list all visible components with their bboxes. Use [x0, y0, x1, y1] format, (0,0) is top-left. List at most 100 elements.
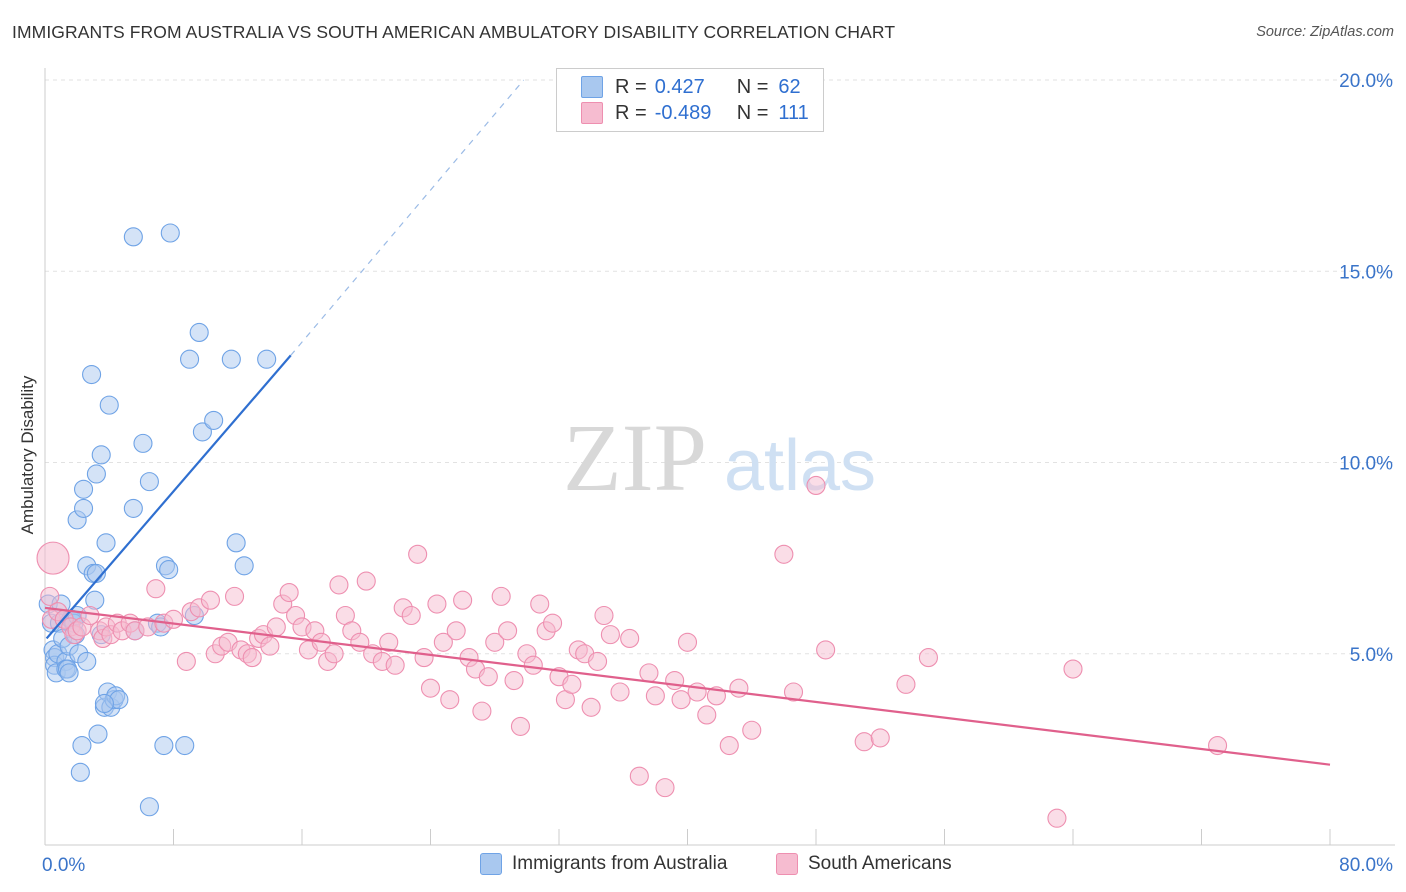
data-point: [774, 544, 794, 564]
data-point: [86, 464, 106, 484]
legend-swatch-australia: [581, 76, 603, 98]
legend-r-value: 0.427: [654, 75, 705, 98]
chart-title: IMMIGRANTS FROM AUSTRALIA VS SOUTH AMERI…: [12, 22, 896, 42]
x-tick-label-min: 0.0%: [42, 855, 85, 876]
data-point: [257, 349, 277, 369]
data-point: [163, 609, 184, 629]
data-point: [160, 223, 180, 243]
data-point: [665, 670, 685, 691]
data-point: [510, 716, 531, 736]
trend-line-australia-extension: [290, 79, 525, 356]
data-point: [408, 544, 428, 564]
trend-lines: [44, 79, 1331, 766]
data-point: [226, 533, 246, 553]
legend-r-label: R =: [615, 75, 647, 98]
data-point: [40, 586, 60, 606]
trend-line-australia: [45, 354, 292, 640]
legend-n-label: N =: [736, 101, 769, 124]
data-point: [133, 433, 153, 453]
data-point: [91, 445, 111, 465]
data-point: [385, 655, 405, 675]
data-point: [401, 605, 421, 626]
data-point: [610, 682, 630, 702]
data-point: [530, 594, 550, 614]
data-point: [523, 655, 543, 675]
data-point: [453, 590, 473, 610]
data-point: [918, 648, 938, 668]
watermark-atlas: atlas: [724, 426, 876, 506]
data-point: [562, 674, 582, 694]
y-tick-label: 15.0%: [1339, 262, 1393, 283]
series-swatch-south-americans: [776, 853, 798, 875]
data-point: [154, 735, 174, 756]
data-point: [72, 735, 92, 756]
y-axis-label: Ambulatory Disability: [18, 375, 37, 535]
data-point: [200, 590, 220, 610]
correlation-legend: R = 0.427 N = 62 R = -0.489 N = 111: [556, 68, 824, 132]
legend-n-value: 62: [778, 75, 801, 98]
data-point: [543, 613, 563, 633]
data-point: [329, 575, 349, 595]
data-point: [77, 651, 97, 671]
data-point: [697, 705, 717, 725]
data-point: [620, 628, 640, 649]
data-point: [192, 422, 212, 442]
y-tick-label: 20.0%: [1339, 71, 1393, 92]
data-point: [671, 690, 691, 710]
data-point: [266, 617, 286, 637]
data-point: [498, 621, 518, 641]
watermark: ZIP atlas: [563, 404, 876, 511]
data-points: [36, 223, 1228, 828]
data-point: [242, 648, 262, 668]
source-label: Source: ZipAtlas.com: [1256, 24, 1394, 40]
data-point: [88, 724, 108, 744]
y-tick-label: 5.0%: [1350, 645, 1393, 666]
data-point: [854, 732, 874, 752]
data-point: [478, 667, 498, 687]
data-point: [1063, 659, 1083, 679]
data-point: [324, 644, 344, 664]
data-point: [600, 625, 620, 645]
data-point: [74, 479, 94, 499]
watermark-zip: ZIP: [563, 404, 707, 511]
data-point: [645, 686, 665, 706]
data-point: [123, 227, 143, 247]
data-point: [99, 395, 119, 415]
data-point: [742, 720, 762, 740]
series-legend-australia: Immigrants from Australia: [480, 851, 727, 877]
data-point: [74, 498, 94, 518]
data-point: [472, 701, 492, 721]
data-point: [629, 766, 649, 786]
data-point: [806, 475, 826, 496]
legend-row-south-americans: R = -0.489 N = 111: [581, 101, 809, 125]
data-point: [94, 693, 114, 714]
data-point: [82, 364, 102, 385]
data-point: [59, 663, 79, 683]
trend-line-south-americans: [44, 606, 1331, 766]
data-point: [896, 674, 916, 694]
legend-n-value: 111: [778, 101, 809, 124]
data-point: [870, 728, 890, 748]
data-point: [783, 682, 804, 702]
data-point: [180, 349, 200, 369]
data-point: [414, 648, 434, 668]
series-legend-south-americans: South Americans: [776, 851, 952, 877]
data-point: [139, 472, 159, 492]
legend-swatch-south-americans: [581, 102, 603, 124]
data-point: [729, 678, 749, 698]
data-point: [581, 697, 601, 717]
series-legend-label: South Americans: [808, 853, 952, 874]
data-point: [189, 322, 209, 343]
data-point: [420, 678, 441, 698]
data-point: [139, 797, 159, 817]
series-legend-label: Immigrants from Australia: [512, 853, 728, 874]
data-point: [427, 594, 447, 614]
legend-n-label: N =: [736, 75, 769, 98]
data-point: [587, 651, 608, 671]
data-point: [221, 349, 241, 369]
data-point: [816, 640, 836, 660]
data-point: [234, 556, 254, 576]
data-point: [504, 670, 524, 691]
legend-r-value: -0.489: [654, 101, 712, 124]
axes: [44, 68, 1395, 846]
